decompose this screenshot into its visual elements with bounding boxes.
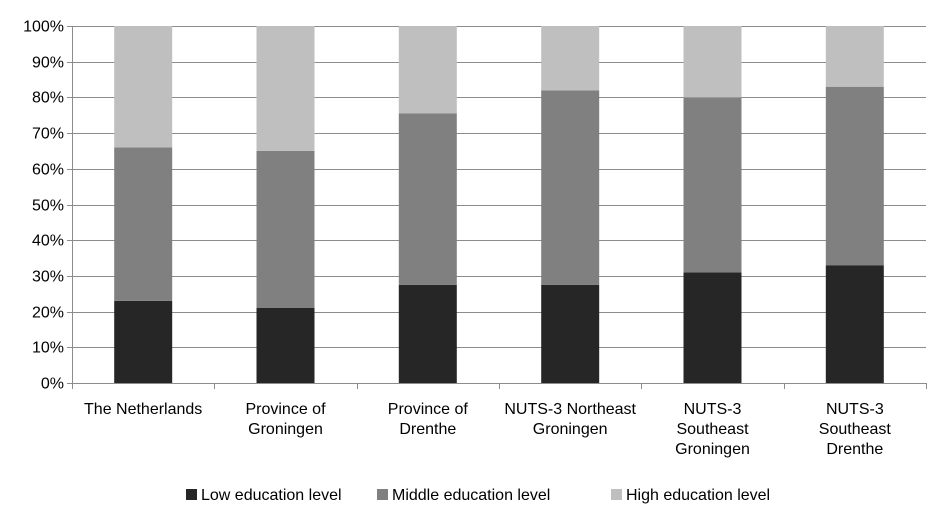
bar-segment-low [541,284,600,383]
bar-segment-middle [398,113,457,285]
y-tick-label: 10% [32,340,64,357]
x-category-label: NUTS-3 Southeast Groningen [675,401,750,458]
bar-segment-middle [256,150,315,308]
bar-segment-middle [683,97,742,273]
bar-segment-low [398,284,457,383]
y-tick-label: 90% [32,55,64,72]
x-category-label: The Netherlands [84,401,202,418]
bars [114,26,884,383]
bar-segment-low [256,308,315,383]
bar-segment-middle [825,86,884,266]
legend-swatch [186,489,197,500]
bar-segment-low [825,265,884,383]
legend-label: High education level [626,487,770,504]
legend-label: Low education level [201,487,342,504]
y-tick-label: 70% [32,126,64,143]
x-category-label: Province of Groningen [245,401,326,438]
x-category-label: Province of Drenthe [388,401,469,438]
bar-segment-high [541,26,600,91]
bar-segment-middle [541,90,600,285]
legend: Low education level Middle education leve… [186,487,770,504]
bar-segment-high [825,26,884,87]
y-tick-label: 20% [32,305,64,322]
y-tick-label: 0% [41,376,64,393]
bar-segment-high [683,26,742,98]
legend-label: Middle education level [392,487,550,504]
x-axis-category-labels: The Netherlands Province of Groningen Provi… [84,401,891,458]
bar-segment-high [256,26,315,151]
x-category-label: NUTS-3 Northeast Groningen [504,401,636,438]
bar-segment-high [114,26,173,148]
y-tick-label: 50% [32,198,64,215]
y-tick-label: 60% [32,162,64,179]
y-axis-tick-labels: 0% 10% 20% 30% 40% 50% 60% 70% 80% 90% 100% [23,19,64,393]
legend-swatch [377,489,388,500]
y-tick-label: 80% [32,90,64,107]
axes [67,26,927,389]
legend-swatch [611,489,622,500]
bar-segment-high [398,26,457,114]
gridlines [72,26,926,348]
y-tick-label: 30% [32,269,64,286]
bar-segment-middle [114,147,173,301]
y-tick-label: 40% [32,233,64,250]
x-category-label: NUTS-3 Southeast Drenthe [819,401,892,458]
bar-segment-low [683,272,742,383]
y-tick-label: 100% [23,19,64,36]
bar-segment-low [114,300,173,383]
